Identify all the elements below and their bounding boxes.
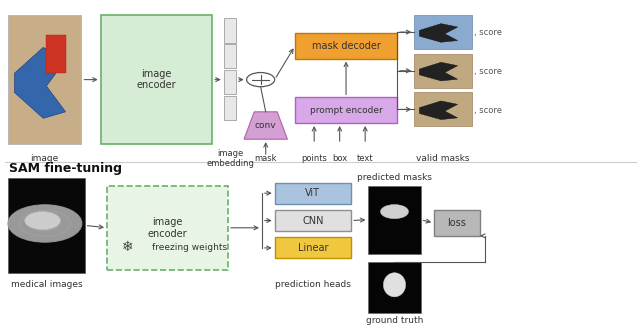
Circle shape bbox=[8, 205, 82, 242]
Bar bbox=[414, 93, 472, 126]
Polygon shape bbox=[15, 47, 65, 118]
Bar bbox=[295, 97, 397, 123]
Bar bbox=[100, 15, 212, 144]
Bar bbox=[275, 237, 351, 259]
Bar bbox=[47, 35, 65, 73]
Bar bbox=[223, 96, 236, 120]
Text: CNN: CNN bbox=[302, 215, 324, 226]
Bar bbox=[414, 15, 472, 49]
Text: image
encoder: image encoder bbox=[136, 69, 176, 90]
Text: loss: loss bbox=[447, 218, 467, 228]
Bar bbox=[295, 33, 397, 59]
Text: SAM fine-tuning: SAM fine-tuning bbox=[10, 162, 122, 175]
Polygon shape bbox=[244, 112, 287, 139]
Text: mask decoder: mask decoder bbox=[312, 41, 381, 51]
Bar bbox=[434, 210, 480, 236]
Text: ground truth: ground truth bbox=[366, 316, 423, 325]
Bar bbox=[223, 18, 236, 43]
Bar bbox=[223, 70, 236, 94]
Text: ❄: ❄ bbox=[122, 240, 134, 254]
Text: image: image bbox=[30, 154, 59, 163]
Polygon shape bbox=[419, 101, 458, 120]
Text: image
embedding: image embedding bbox=[206, 149, 254, 168]
Ellipse shape bbox=[383, 273, 406, 297]
Text: , score: , score bbox=[474, 67, 502, 76]
Text: medical images: medical images bbox=[11, 280, 82, 289]
Text: valid masks: valid masks bbox=[416, 154, 470, 163]
Polygon shape bbox=[419, 24, 458, 42]
Text: prediction heads: prediction heads bbox=[275, 280, 351, 289]
Bar bbox=[369, 261, 420, 313]
Text: ViT: ViT bbox=[305, 188, 321, 198]
Text: , score: , score bbox=[474, 28, 502, 37]
Bar bbox=[8, 15, 81, 144]
Bar bbox=[369, 186, 420, 254]
Text: prompt encoder: prompt encoder bbox=[310, 106, 383, 115]
Text: points: points bbox=[301, 154, 327, 163]
Text: box: box bbox=[332, 154, 348, 163]
Text: predicted masks: predicted masks bbox=[357, 173, 432, 182]
Polygon shape bbox=[419, 62, 458, 81]
Text: text: text bbox=[357, 154, 374, 163]
Bar bbox=[107, 186, 228, 270]
Text: mask: mask bbox=[255, 154, 277, 163]
Bar bbox=[275, 210, 351, 231]
Bar bbox=[223, 44, 236, 68]
Bar bbox=[8, 178, 84, 273]
Text: , score: , score bbox=[474, 106, 502, 115]
Circle shape bbox=[380, 204, 408, 219]
Bar bbox=[414, 54, 472, 88]
Text: Linear: Linear bbox=[298, 243, 328, 253]
Text: conv: conv bbox=[255, 121, 276, 130]
Text: freezing weights: freezing weights bbox=[152, 243, 227, 252]
Bar bbox=[275, 183, 351, 204]
Text: image
encoder: image encoder bbox=[148, 217, 188, 239]
Circle shape bbox=[25, 212, 60, 230]
